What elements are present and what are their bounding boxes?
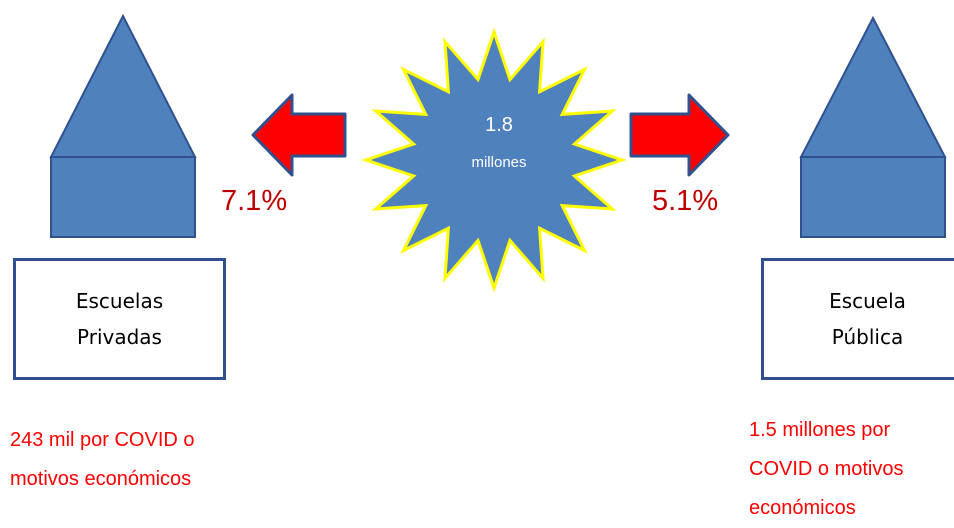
center-value-text: 1.8 xyxy=(485,114,513,136)
center-starburst xyxy=(361,27,627,293)
public-note-line3: económicos xyxy=(749,497,856,519)
private-school-wall xyxy=(50,156,196,238)
public-percentage: 5.1% xyxy=(652,185,719,217)
public-note-line1: 1.5 millones por xyxy=(749,419,891,441)
public-school-house-shape xyxy=(799,15,947,238)
public-school-label-line1: Escuela xyxy=(829,289,906,313)
public-school-roof xyxy=(799,15,947,158)
private-schools-box: Escuelas Privadas xyxy=(13,258,226,380)
private-note: 243 mil por COVID o motivos económicos xyxy=(10,430,195,489)
public-school-box: Escuela Pública xyxy=(761,258,954,380)
right-arrow xyxy=(629,93,730,177)
public-school-wall xyxy=(800,156,946,238)
private-note-line2: motivos económicos xyxy=(10,468,192,490)
center-unit-text: millones xyxy=(471,154,527,171)
public-note-line2: COVID o motivos xyxy=(749,458,904,480)
private-schools-label-line1: Escuelas xyxy=(75,289,164,313)
left-arrow xyxy=(251,93,347,177)
private-school-house-shape xyxy=(49,13,197,238)
private-schools-label-line2: Privadas xyxy=(77,325,162,349)
private-school-roof xyxy=(49,13,197,158)
public-school-label-line2: Pública xyxy=(831,325,904,349)
public-note: 1.5 millones por COVID o motivos económi… xyxy=(749,420,903,518)
private-note-line1: 243 mil por COVID o xyxy=(10,429,195,451)
private-percentage: 7.1% xyxy=(221,185,288,217)
